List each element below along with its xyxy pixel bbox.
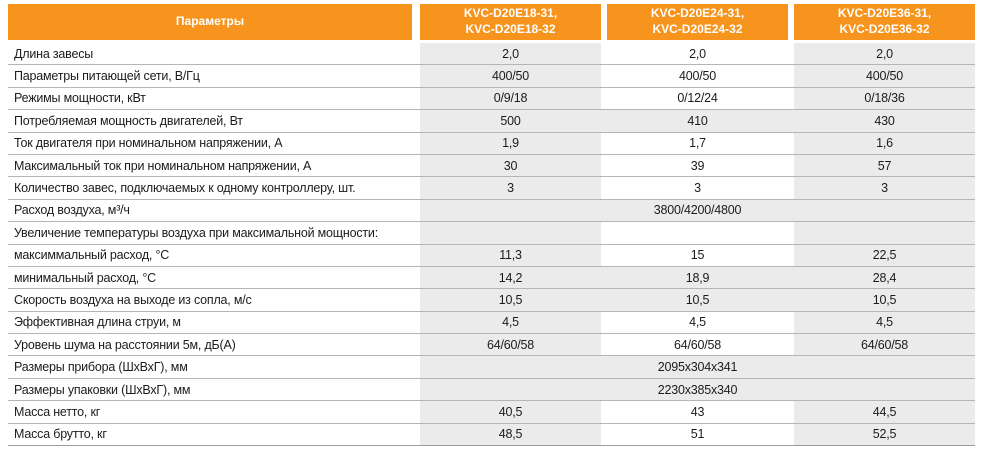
table-row: Размеры прибора (ШхВхГ), мм 2095x304x341 — [8, 356, 975, 379]
row-value: 10,5 — [498, 292, 523, 307]
row-value — [794, 222, 975, 244]
table-row: Увеличение температуры воздуха при макси… — [8, 222, 975, 245]
row-value: 28,4 — [872, 270, 897, 285]
row-value: 410 — [687, 113, 708, 128]
table-row: Скорость воздуха на выходе из сопла, м/с… — [8, 289, 975, 312]
table-row: Масса брутто, кг 48,5 51 52,5 — [8, 423, 975, 447]
row-value: 430 — [874, 113, 895, 128]
row-value: 0/18/36 — [794, 87, 975, 110]
row-label: Увеличение температуры воздуха при макси… — [14, 225, 378, 240]
row-label: Эффективная длина струи, м — [14, 315, 181, 330]
row-value: 400/50 — [794, 65, 975, 87]
row-band-background — [420, 110, 975, 132]
spec-table: Параметры KVC-D20E18-31, KVC-D20E18-32 K… — [8, 4, 975, 447]
row-merged-value: 3800/4200/4800 — [420, 199, 975, 222]
row-value: 1,9 — [420, 132, 601, 154]
table-row: Параметры питающей сети, В/Гц 400/50 400/5… — [8, 65, 975, 88]
row-label: Скорость воздуха на выходе из сопла, м/с — [14, 292, 252, 307]
table-row: Потребляемая мощность двигателей, Вт 500 4… — [8, 110, 975, 133]
table-row: Размеры упаковки (ШхВхГ), мм 2230x385x340 — [8, 378, 975, 402]
row-label: Максимальный ток при номинальном напряже… — [14, 158, 312, 173]
row-label: Масса нетто, кг — [14, 404, 101, 419]
row-value: 57 — [794, 154, 975, 177]
row-value: 64/60/58 — [673, 337, 722, 352]
row-label: Количество завес, подключаемых к одному … — [14, 181, 356, 196]
header-cell-model-1: KVC-D20E18-31, KVC-D20E18-32 — [420, 4, 601, 40]
row-value: 500 — [500, 113, 521, 128]
row-merged-value: 2230x385x340 — [420, 378, 975, 401]
table-row: Длина завесы 2,0 2,0 2,0 — [8, 43, 975, 66]
row-value: 40,5 — [420, 401, 601, 423]
table-row: Количество завес, подключаемых к одному … — [8, 177, 975, 200]
table-row: Масса нетто, кг 40,5 43 44,5 — [8, 401, 975, 424]
row-label: Размеры упаковки (ШхВхГ), мм — [14, 382, 191, 397]
row-value: 15 — [690, 248, 705, 263]
table-row: Уровень шума на расстоянии 5м, дБ(А) 64/6… — [8, 334, 975, 357]
row-value: 0/12/24 — [677, 91, 718, 106]
table-row: минимальный расход, °С 14,2 18,9 28,4 — [8, 266, 975, 290]
row-label: Расход воздуха, м³/ч — [14, 203, 130, 218]
row-value: 10,5 — [685, 292, 710, 307]
row-merged-value: 2095x304x341 — [420, 356, 975, 378]
row-label: максиммальный расход, °С — [14, 248, 170, 263]
row-value: 64/60/58 — [420, 334, 601, 356]
row-band-background — [420, 266, 975, 289]
row-label: минимальный расход, °С — [14, 270, 156, 285]
header-cell-model-2: KVC-D20E24-31, KVC-D20E24-32 — [607, 4, 788, 40]
row-value: 10,5 — [872, 292, 897, 307]
row-value: 11,3 — [420, 244, 601, 266]
table-header-row: Параметры KVC-D20E18-31, KVC-D20E18-32 K… — [8, 4, 975, 40]
header-cell-model-3: KVC-D20E36-31, KVC-D20E36-32 — [794, 4, 975, 40]
row-label: Ток двигателя при номинальном напряжении… — [14, 136, 283, 151]
header-cell-parameters: Параметры — [8, 4, 412, 40]
row-value: 22,5 — [794, 244, 975, 266]
table-row: Расход воздуха, м³/ч 3800/4200/4800 — [8, 199, 975, 223]
row-value: 400/50 — [420, 65, 601, 87]
row-label: Режимы мощности, кВт — [14, 91, 146, 106]
row-value: 2,0 — [794, 43, 975, 65]
row-value: 52,5 — [794, 423, 975, 446]
table-body: Длина завесы 2,0 2,0 2,0 Параметры питающей … — [8, 43, 975, 447]
row-value: 4,5 — [420, 311, 601, 334]
row-value: 3 — [694, 181, 701, 196]
row-value: 39 — [690, 158, 705, 173]
row-value: 18,9 — [685, 270, 710, 285]
row-label: Длина завесы — [14, 46, 94, 61]
row-value: 48,5 — [420, 423, 601, 446]
row-value: 1,6 — [794, 132, 975, 154]
table-row: Максимальный ток при номинальном напряже… — [8, 154, 975, 178]
row-value: 3 — [420, 177, 601, 199]
row-value — [607, 222, 788, 243]
row-value: 2,0 — [689, 46, 706, 61]
row-value: 400/50 — [678, 69, 717, 84]
row-value: 0/9/18 — [420, 87, 601, 110]
row-value: 44,5 — [794, 401, 975, 423]
row-label: Уровень шума на расстоянии 5м, дБ(А) — [14, 337, 236, 352]
row-value: 1,7 — [689, 136, 706, 151]
row-value: 2,0 — [420, 43, 601, 65]
row-value: 4,5 — [689, 315, 706, 330]
table-row: максиммальный расход, °С 11,3 15 22,5 — [8, 244, 975, 267]
table-row: Эффективная длина струи, м 4,5 4,5 4,5 — [8, 311, 975, 335]
row-value — [420, 222, 601, 244]
row-label: Масса брутто, кг — [14, 427, 107, 442]
table-row: Ток двигателя при номинальном напряжении… — [8, 132, 975, 155]
row-value: 4,5 — [794, 311, 975, 334]
row-value: 14,2 — [498, 270, 523, 285]
table-row: Режимы мощности, кВт 0/9/18 0/12/24 0/18/36 — [8, 87, 975, 111]
row-value: 30 — [420, 154, 601, 177]
row-label: Параметры питающей сети, В/Гц — [14, 69, 200, 84]
row-value: 51 — [690, 427, 705, 442]
row-value: 64/60/58 — [794, 334, 975, 356]
row-label: Потребляемая мощность двигателей, Вт — [14, 113, 243, 128]
row-value: 43 — [690, 404, 705, 419]
row-label: Размеры прибора (ШхВхГ), мм — [14, 360, 188, 375]
row-value: 3 — [794, 177, 975, 199]
row-band-background — [420, 289, 975, 311]
